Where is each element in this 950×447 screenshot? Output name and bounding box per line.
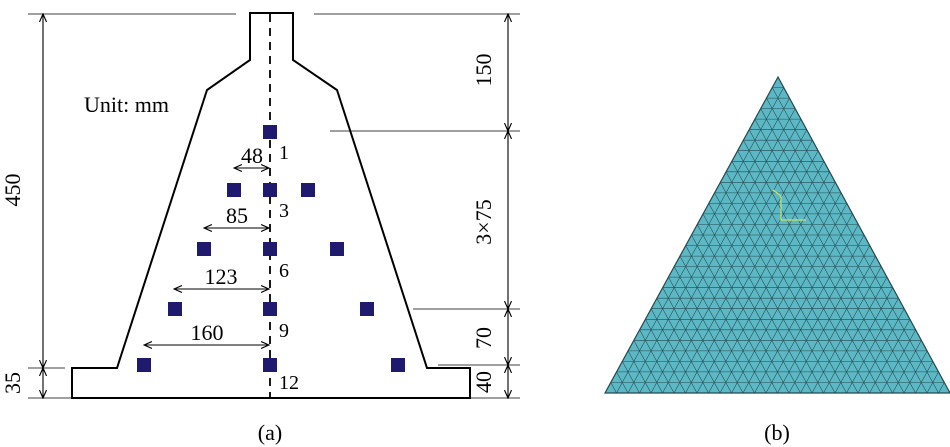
lower-offset-label: 70 [471, 327, 496, 349]
mesh-line [622, 361, 640, 393]
dimension-lines [43, 14, 508, 398]
base-thickness-right-label: 40 [471, 371, 496, 393]
mesh-line [639, 108, 796, 393]
mesh-line [668, 276, 732, 393]
panel-b-mesh: (b) [603, 75, 950, 445]
mesh-line [616, 87, 784, 393]
offset-label-48: 48 [241, 143, 263, 168]
rebar-12 [263, 358, 277, 372]
mesh-line [691, 234, 778, 393]
bar-label-12: 12 [279, 372, 299, 394]
rebar-4 [301, 183, 315, 197]
rebar-13 [391, 358, 405, 372]
offset-label-160: 160 [191, 320, 224, 345]
mesh-line [696, 161, 825, 393]
reinforcement-bars [137, 125, 405, 372]
mesh-line [719, 182, 836, 393]
mesh-line [892, 340, 922, 393]
mesh-line [800, 255, 876, 393]
mesh-line [731, 161, 859, 393]
rebar-3 [263, 183, 277, 197]
mesh-line [846, 298, 899, 393]
mesh-line [938, 382, 945, 393]
mesh-line [708, 171, 830, 393]
rebar-8 [168, 302, 182, 316]
mesh-line [766, 97, 928, 393]
mesh-line [656, 298, 709, 393]
mesh-grid [610, 87, 945, 393]
offset-label-85: 85 [226, 203, 248, 228]
offset-arrows [144, 168, 269, 345]
mesh-line [760, 108, 916, 393]
mesh-line [737, 150, 870, 393]
caption-a: (a) [258, 420, 282, 445]
mesh-line [823, 276, 888, 393]
mesh-line [731, 192, 842, 393]
bar-label-3: 3 [279, 200, 289, 222]
mesh-line [869, 319, 911, 393]
panel-a-drawing: 450 35 150 3×75 70 40 Unit: mm 48 85 123… [0, 12, 520, 445]
rebar-1 [263, 125, 277, 139]
mesh-line [714, 192, 824, 393]
mesh-line [754, 213, 853, 393]
mesh-line [771, 87, 939, 393]
rebar-7 [330, 242, 344, 256]
rebar-9 [263, 302, 277, 316]
bar-label-6: 6 [279, 260, 289, 282]
mesh-line [679, 255, 755, 393]
mesh-local-axes [772, 189, 806, 221]
mesh-line [645, 319, 686, 393]
section-outline [71, 12, 471, 399]
rebar-6 [263, 242, 277, 256]
mesh-line [754, 118, 905, 393]
mesh-line [702, 213, 801, 393]
stem-height-label: 150 [471, 54, 496, 87]
total-height-label: 450 [0, 174, 25, 207]
rebar-2 [227, 183, 241, 197]
base-thickness-left-label: 35 [0, 372, 25, 394]
mesh-line [748, 129, 893, 393]
unit-label: Unit: mm [84, 92, 169, 117]
offset-label-123: 123 [205, 264, 238, 289]
mesh-line [627, 97, 790, 393]
rebar-10 [360, 302, 374, 316]
mesh-line [777, 234, 865, 393]
bar-spacing-label: 3×75 [471, 199, 496, 244]
bar-label-9: 9 [279, 320, 289, 342]
mesh-line [725, 171, 847, 393]
mesh-line [662, 129, 807, 393]
rebar-11 [137, 358, 151, 372]
bar-label-1: 1 [279, 142, 289, 164]
mesh-line [610, 382, 617, 393]
mesh-line [915, 361, 934, 393]
rebar-5 [197, 242, 211, 256]
mesh-line [685, 150, 819, 393]
mesh-line [633, 340, 663, 393]
caption-b: (b) [764, 420, 790, 445]
mesh-line [650, 118, 802, 393]
